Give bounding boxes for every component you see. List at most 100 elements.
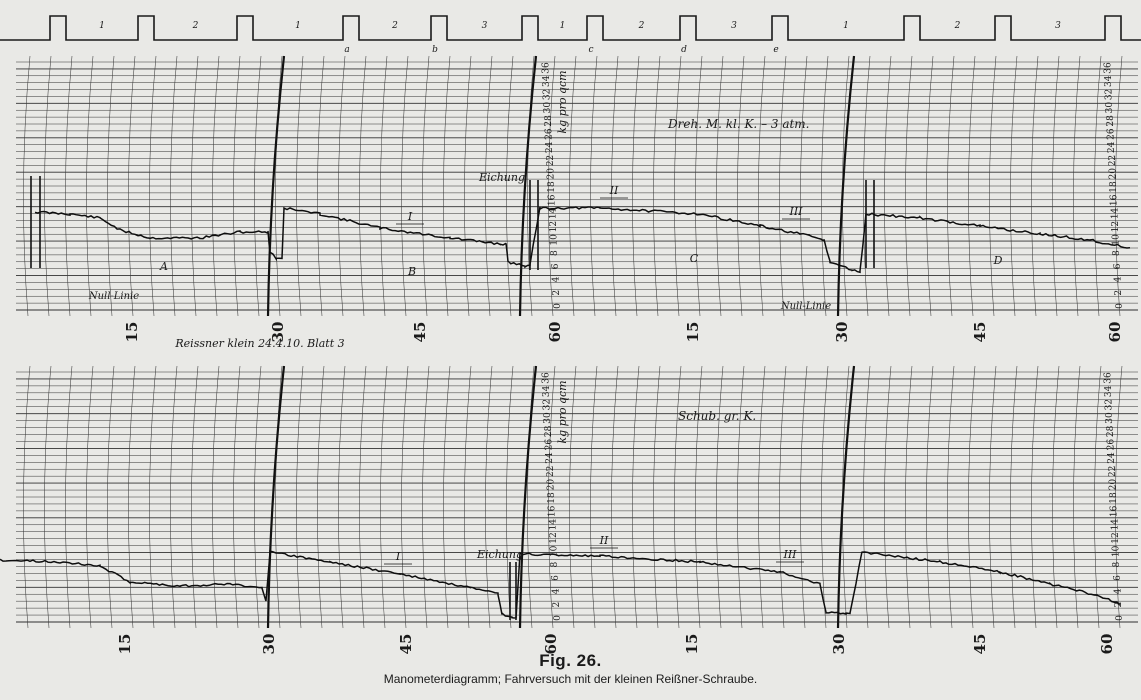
grid-line-time-arc: [65, 365, 73, 629]
scale-tick-label: 16: [548, 194, 558, 206]
grid-line-time-arc: [884, 55, 892, 317]
chart-title: Schub. gr. K.: [678, 409, 756, 423]
grid-line-time-arc: [1073, 55, 1081, 317]
marker-label: III: [782, 548, 797, 561]
grid-line-time-arc: [737, 365, 745, 629]
grid-line-time-arc: [716, 55, 724, 317]
scale-tick-label: 16: [548, 505, 558, 517]
chart-title: Dreh. M. kl. K. – 3 atm.: [667, 117, 810, 131]
figure-number: Fig. 26.: [539, 651, 602, 670]
scale-tick-label: 24: [1107, 141, 1117, 153]
grid-line-time-arc: [758, 55, 766, 317]
scale-tick-label: 28: [1106, 115, 1116, 127]
scale-unit-label: kg pro qcm: [556, 70, 569, 133]
grid-line-time-arc: [422, 55, 430, 317]
scale-tick-label: 18: [547, 181, 557, 193]
time-mark-label: 45: [971, 322, 989, 343]
marker-label: III: [788, 205, 803, 218]
scale-tick-label: 30: [543, 102, 553, 114]
scale-tick-label: 6: [1113, 263, 1123, 269]
scale-tick-label: 10: [550, 545, 560, 557]
grid-line-time-arc: [1094, 55, 1102, 317]
time-mark-label: 30: [830, 634, 848, 655]
grid-line-time-arc: [968, 55, 976, 317]
scale-tick-label: 36: [541, 372, 551, 384]
time-mark-label: 15: [123, 322, 141, 343]
grid-line-time-arc: [107, 55, 115, 317]
grid-line-time-arc: [590, 55, 598, 317]
time-mark-label: 15: [116, 634, 134, 655]
timeline-label: 1: [295, 21, 301, 31]
time-mark-label: 45: [411, 322, 429, 343]
scale-tick-label: 24: [545, 452, 555, 464]
scale-tick-label: 34: [542, 75, 552, 87]
scale-tick-label: 10: [550, 234, 560, 246]
grid-line-time-arc: [863, 55, 871, 317]
grid-line-time-arc: [569, 55, 577, 317]
timeline-event-label: a: [344, 45, 349, 55]
grid-line-time-arc: [653, 55, 661, 317]
section-label: A: [159, 260, 168, 273]
grid-line-time-arc: [905, 55, 913, 317]
grid-line-time-arc: [254, 55, 262, 317]
timeline-pulse-line: [0, 15, 1141, 41]
grid-line-time-arc: [1115, 55, 1123, 317]
grid-line-time-arc: [149, 365, 157, 629]
scale-tick-label: 30: [1105, 102, 1115, 114]
scale-tick-label: 14: [1110, 207, 1120, 219]
scale-tick-label: 4: [1114, 276, 1124, 282]
pressure-trace: [0, 550, 1121, 619]
grid-line-time-arc: [779, 55, 787, 317]
grid-line-time-arc: [359, 55, 367, 317]
grid-line-time-arc: [779, 365, 787, 629]
null-line-label: Null-Linie: [88, 291, 139, 302]
grid-line-time-arc: [653, 365, 661, 629]
scale-tick-label: 20: [546, 479, 556, 491]
grid-line-time-arc: [380, 365, 388, 629]
scale-tick-label: 22: [1108, 155, 1118, 166]
scale-tick-label: 2: [552, 290, 562, 296]
grid-line-time-arc: [968, 365, 976, 629]
grid-line-time-arc: [212, 55, 220, 317]
calibration-label: Eichung: [478, 171, 525, 184]
timeline-label: 1: [843, 21, 849, 31]
grid-line-time-arc: [1010, 365, 1018, 629]
scale-tick-label: 18: [1109, 492, 1119, 504]
grid-line-time-arc: [800, 55, 808, 317]
timeline-event-label: d: [681, 45, 687, 55]
grid-line-time-arc: [485, 55, 493, 317]
marker-label: II: [599, 534, 609, 547]
grid-line-time-arc: [548, 365, 556, 629]
marker-label: II: [609, 184, 619, 197]
grid-line-time-arc: [86, 55, 94, 317]
grid-line-time-arc: [926, 55, 934, 317]
scale-tick-label: 10: [1112, 545, 1122, 557]
grid-line-time-arc: [1031, 55, 1039, 317]
grid-line-time-arc: [947, 55, 955, 317]
null-line-label: Null-Linie: [780, 301, 831, 312]
scale-tick-label: 8: [550, 250, 560, 256]
scale-tick-label: 6: [551, 263, 561, 269]
scale-tick-label: 18: [547, 492, 557, 504]
timeline-event-label: e: [773, 45, 778, 55]
scale-tick-label: 36: [1103, 62, 1113, 74]
grid-line-time-arc: [674, 365, 682, 629]
grid-line-time-arc: [338, 365, 346, 629]
grid-line-time-arc: [44, 55, 52, 317]
grid-line-time-arc: [464, 55, 472, 317]
grid-line-time-arc: [422, 365, 430, 629]
scale-tick-label: 36: [541, 62, 551, 74]
time-mark-label: 60: [1106, 322, 1124, 343]
grid-line-time-arc: [107, 365, 115, 629]
grid-line-time-arc: [23, 365, 31, 629]
section-label: B: [407, 265, 416, 278]
time-mark-label: 15: [683, 634, 701, 655]
grid-line-time-arc: [1031, 365, 1039, 629]
scale-tick-label: 0: [553, 615, 563, 621]
scale-tick-label: 14: [548, 519, 558, 531]
sheet-boundary-arc: [266, 365, 286, 629]
time-mark-label: 30: [260, 634, 278, 655]
grid-line-time-arc: [296, 365, 304, 629]
scale-tick-label: 8: [1112, 250, 1122, 256]
scale-tick-label: 12: [549, 221, 559, 232]
